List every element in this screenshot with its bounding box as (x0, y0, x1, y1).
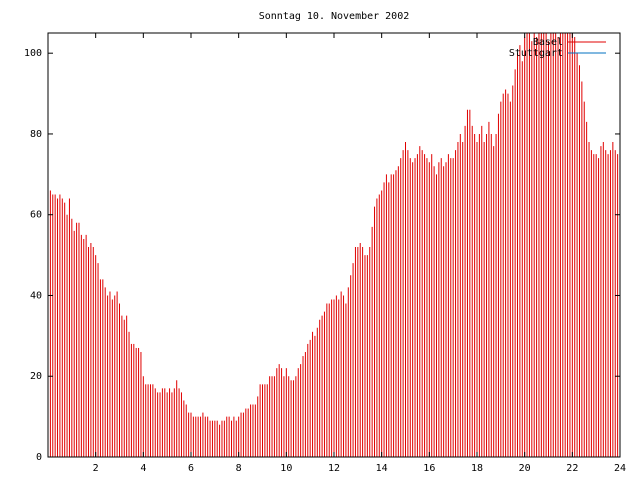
x-tick-label: 14 (376, 463, 388, 474)
x-tick-label: 2 (93, 463, 99, 474)
chart-title: Sonntag 10. November 2002 (259, 11, 410, 22)
x-tick-label: 6 (188, 463, 194, 474)
x-tick-label: 10 (280, 463, 292, 474)
x-tick-label: 12 (328, 463, 340, 474)
legend-label: Basel (533, 37, 563, 48)
x-tick-label: 24 (614, 463, 626, 474)
x-tick-label: 16 (423, 463, 435, 474)
x-tick-label: 4 (140, 463, 146, 474)
y-tick-label: 80 (30, 129, 42, 140)
y-tick-label: 0 (36, 452, 42, 463)
y-tick-label: 40 (30, 290, 42, 301)
x-tick-label: 18 (471, 463, 483, 474)
y-tick-label: 60 (30, 210, 42, 221)
x-tick-label: 22 (566, 463, 578, 474)
x-tick-label: 20 (519, 463, 531, 474)
x-tick-label: 8 (236, 463, 242, 474)
legend-label: Stuttgart (509, 48, 563, 59)
y-tick-label: 100 (24, 48, 42, 59)
y-tick-label: 20 (30, 371, 42, 382)
